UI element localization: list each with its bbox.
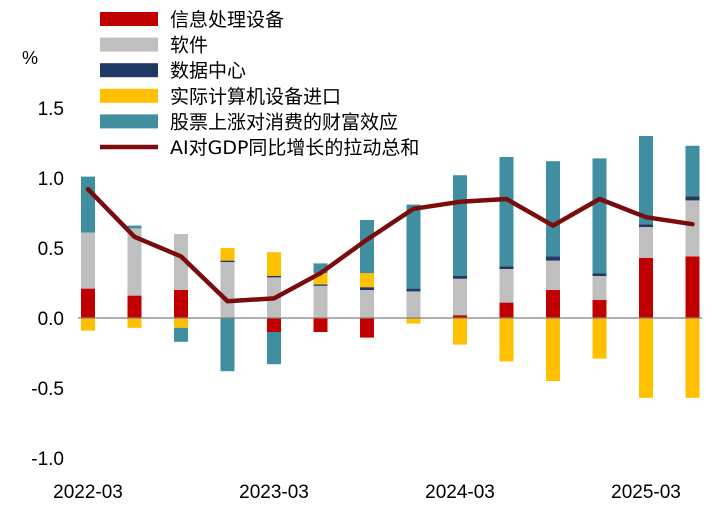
bar-segment — [592, 299, 607, 318]
total-line — [85, 186, 695, 304]
bar-segment — [267, 276, 281, 278]
bar-segment — [499, 302, 514, 318]
bar-segment — [592, 318, 607, 359]
bar-segment — [453, 276, 467, 279]
bar-segment — [220, 262, 235, 318]
x-tick-label: 2025-03 — [611, 482, 681, 503]
y-axis-ticks: 1.5 1.0 0.5 0.0 -0.5 -1.0 — [31, 99, 64, 470]
bar-segment — [313, 273, 328, 285]
bar-segment — [406, 318, 421, 324]
bar-segment — [360, 287, 374, 290]
x-tick-label: 2023-03 — [239, 482, 309, 503]
bar-segment — [546, 161, 560, 257]
bar-segment — [220, 260, 235, 262]
bar-segment — [406, 291, 421, 318]
bar-segment — [592, 276, 607, 300]
bar-segment — [360, 290, 374, 318]
legend-label: AI对GDP同比增长的拉动总和 — [170, 137, 419, 159]
bar-segment — [127, 228, 142, 296]
bar-segment — [127, 225, 142, 229]
bar-segment — [360, 220, 374, 274]
bar-segment — [546, 290, 560, 318]
bar-segment — [685, 256, 700, 318]
bar-segment — [81, 176, 95, 233]
x-tick-label: 2022-03 — [53, 482, 123, 503]
y-tick-label: 0.0 — [38, 309, 64, 330]
bar-segment — [267, 332, 281, 365]
legend-swatch — [100, 114, 158, 129]
legend-label: 软件 — [170, 35, 208, 57]
legend-swatch — [100, 12, 158, 26]
bar-segment — [360, 318, 374, 338]
bar-segment — [546, 256, 560, 261]
y-tick-label: -1.0 — [31, 449, 64, 470]
bar-segment — [499, 157, 514, 267]
bar-segment — [406, 288, 421, 292]
y-tick-label: -0.5 — [31, 379, 64, 400]
bar-segment — [220, 248, 235, 261]
bar-segment — [174, 234, 188, 290]
y-tick-label: 0.5 — [38, 239, 64, 260]
x-axis-ticks: 2022-03 2023-03 2024-03 2025-03 — [53, 482, 681, 503]
bar-segment — [81, 232, 95, 289]
bar-segment — [127, 295, 142, 318]
y-tick-label: 1.5 — [38, 99, 64, 120]
bars — [81, 136, 700, 398]
total-line-series — [85, 186, 695, 304]
bar-segment — [499, 318, 514, 362]
bar-segment — [267, 318, 281, 332]
bar-segment — [685, 145, 700, 197]
bar-segment — [174, 290, 188, 318]
bar-segment — [453, 318, 467, 345]
bar-segment — [174, 318, 188, 328]
bar-segment — [313, 263, 328, 274]
bar-segment — [639, 224, 653, 227]
bar-segment — [685, 196, 700, 201]
bar-segment — [81, 318, 95, 331]
bar-segment — [267, 252, 281, 276]
legend-label: 数据中心 — [170, 60, 246, 82]
bar-segment — [313, 285, 328, 318]
bar-segment — [453, 315, 467, 318]
bar-segment — [313, 284, 328, 286]
bar-segment — [592, 273, 607, 276]
y-unit-label: % — [22, 48, 38, 68]
bar-segment — [639, 257, 653, 318]
bar-segment — [360, 273, 374, 288]
bar-segment — [174, 327, 188, 342]
bar-segment — [453, 175, 467, 276]
bar-segment — [81, 288, 95, 318]
bar-segment — [499, 266, 514, 269]
legend-swatch — [100, 88, 158, 103]
y-tick-label: 1.0 — [38, 169, 64, 190]
legend-swatch — [100, 63, 158, 78]
bar-segment — [220, 318, 235, 372]
legend-label: 信息处理设备 — [170, 9, 284, 31]
bar-segment — [685, 318, 700, 398]
bar-segment — [639, 136, 653, 225]
x-tick-label: 2024-03 — [425, 482, 495, 503]
legend-swatch — [100, 37, 158, 52]
legend-label: 实际计算机设备进口 — [170, 86, 341, 108]
bar-segment — [546, 318, 560, 381]
bar-segment — [639, 318, 653, 398]
bar-segment — [453, 278, 467, 316]
bar-segment — [499, 269, 514, 303]
legend-label: 股票上涨对消费的财富效应 — [170, 111, 398, 133]
bar-segment — [313, 318, 328, 332]
bar-segment — [546, 260, 560, 290]
bar-segment — [639, 227, 653, 258]
bar-segment — [685, 200, 700, 257]
bar-segment — [406, 204, 421, 289]
bar-segment — [127, 318, 142, 328]
bar-segment — [592, 158, 607, 274]
